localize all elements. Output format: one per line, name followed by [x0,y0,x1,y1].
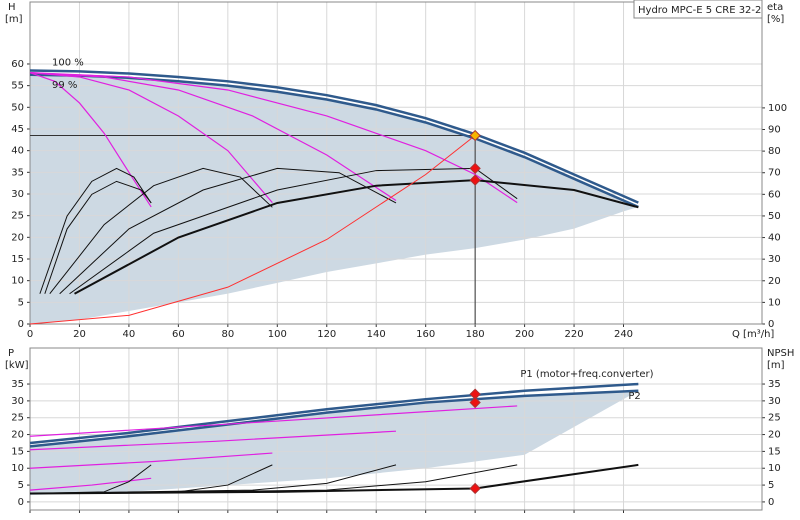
y2-axis-label: NPSH [767,348,794,359]
y-axis-label: P [8,348,14,359]
y-tick-label: 35 [11,167,24,178]
operating-point [469,129,481,142]
curve [29,405,518,437]
y2-tick-label: 90 [768,125,781,136]
envelope [30,390,639,496]
y-tick-label: 35 [11,379,24,390]
y2-tick-label: 25 [768,413,781,424]
x-tick-label: 0 [27,329,33,340]
x-tick-label: 60 [172,329,185,340]
y2-tick-label: 30 [768,254,781,265]
y-tick-label: 10 [11,276,24,287]
curve [29,72,273,204]
x-tick-label: 200 [515,329,534,340]
x-tick-label: 20 [73,329,86,340]
y2-tick-label: 10 [768,297,781,308]
operating-point [469,162,481,175]
y-tick-label: 50 [11,102,24,113]
y2-tick-label: 15 [768,446,781,457]
curve [74,179,639,295]
y2-axis-label: eta [767,2,783,13]
x-tick-label: 80 [221,329,234,340]
curve [29,69,639,204]
y-axis-label: H [8,2,16,13]
y-tick-label: 30 [11,396,24,407]
curve [29,452,273,469]
y-tick-label: 20 [11,430,24,441]
y-tick-label: 15 [11,446,24,457]
y-tick-label: 0 [18,319,24,330]
y2-tick-label: 80 [768,146,781,157]
curve [39,167,152,294]
y2-tick-label: 30 [768,396,781,407]
curve [29,72,397,201]
y-tick-label: 45 [11,124,24,135]
curve [29,463,639,495]
y-tick-label: 60 [11,59,24,70]
operating-point [469,174,481,186]
operating-point [469,396,481,409]
y2-tick-label: 0 [768,497,774,508]
y-tick-label: 40 [11,146,24,157]
curve [29,389,639,448]
curve [29,477,152,491]
curve [44,180,152,294]
chart-title: Hydro MPC-E 5 CRE 32-2 [638,5,761,16]
y-tick-label: 55 [11,81,24,92]
curve [69,167,518,295]
x-tick-label: 220 [565,329,584,340]
operating-point [469,388,481,400]
y2-tick-label: 40 [768,233,781,244]
series-label: 100 % [52,57,84,68]
curve [29,135,476,325]
y2-tick-label: 20 [768,276,781,287]
y-tick-label: 30 [11,189,24,200]
y2-tick-label: 5 [768,480,774,491]
y2-tick-label: 10 [768,463,781,474]
y2-tick-label: 70 [768,168,781,179]
curve [59,167,397,295]
x-tick-label: 140 [367,329,386,340]
x-tick-label: 120 [317,329,336,340]
y-axis-unit: [m] [5,14,23,25]
x-tick-label: 100 [268,329,287,340]
curve [29,72,152,208]
x-tick-label: 160 [416,329,435,340]
series-label: P2 [628,391,640,402]
x-tick-label: 180 [466,329,485,340]
plot-frame [29,347,763,511]
envelope [30,74,639,325]
y2-tick-label: 50 [768,211,781,222]
y2-axis-unit: [%] [767,14,784,25]
curve [29,382,639,445]
y-axis-unit: [kW] [5,360,29,371]
y2-tick-label: 35 [768,379,781,390]
y2-axis-unit: [m] [767,360,785,371]
x-axis-label: Q [m³/h] [732,329,774,340]
y-tick-label: 0 [18,497,24,508]
y-tick-label: 25 [11,413,24,424]
y-tick-label: 5 [18,297,24,308]
x-tick-label: 240 [614,329,633,340]
plot-frame [29,1,763,325]
y-tick-label: 10 [11,463,24,474]
y2-tick-label: 0 [768,319,774,330]
curve [29,430,397,451]
operating-point [469,482,481,495]
curve [49,167,273,295]
x-tick-label: 40 [123,329,136,340]
title-box [633,0,763,19]
y-tick-label: 15 [11,254,24,265]
y-tick-label: 25 [11,211,24,222]
series-label: 99 % [52,80,77,91]
y2-tick-label: 60 [768,189,781,200]
y2-tick-label: 20 [768,430,781,441]
series-label: P1 (motor+freq.converter) [520,369,653,380]
y2-tick-label: 100 [768,103,787,114]
y-tick-label: 20 [11,232,24,243]
y-tick-label: 5 [18,480,24,491]
